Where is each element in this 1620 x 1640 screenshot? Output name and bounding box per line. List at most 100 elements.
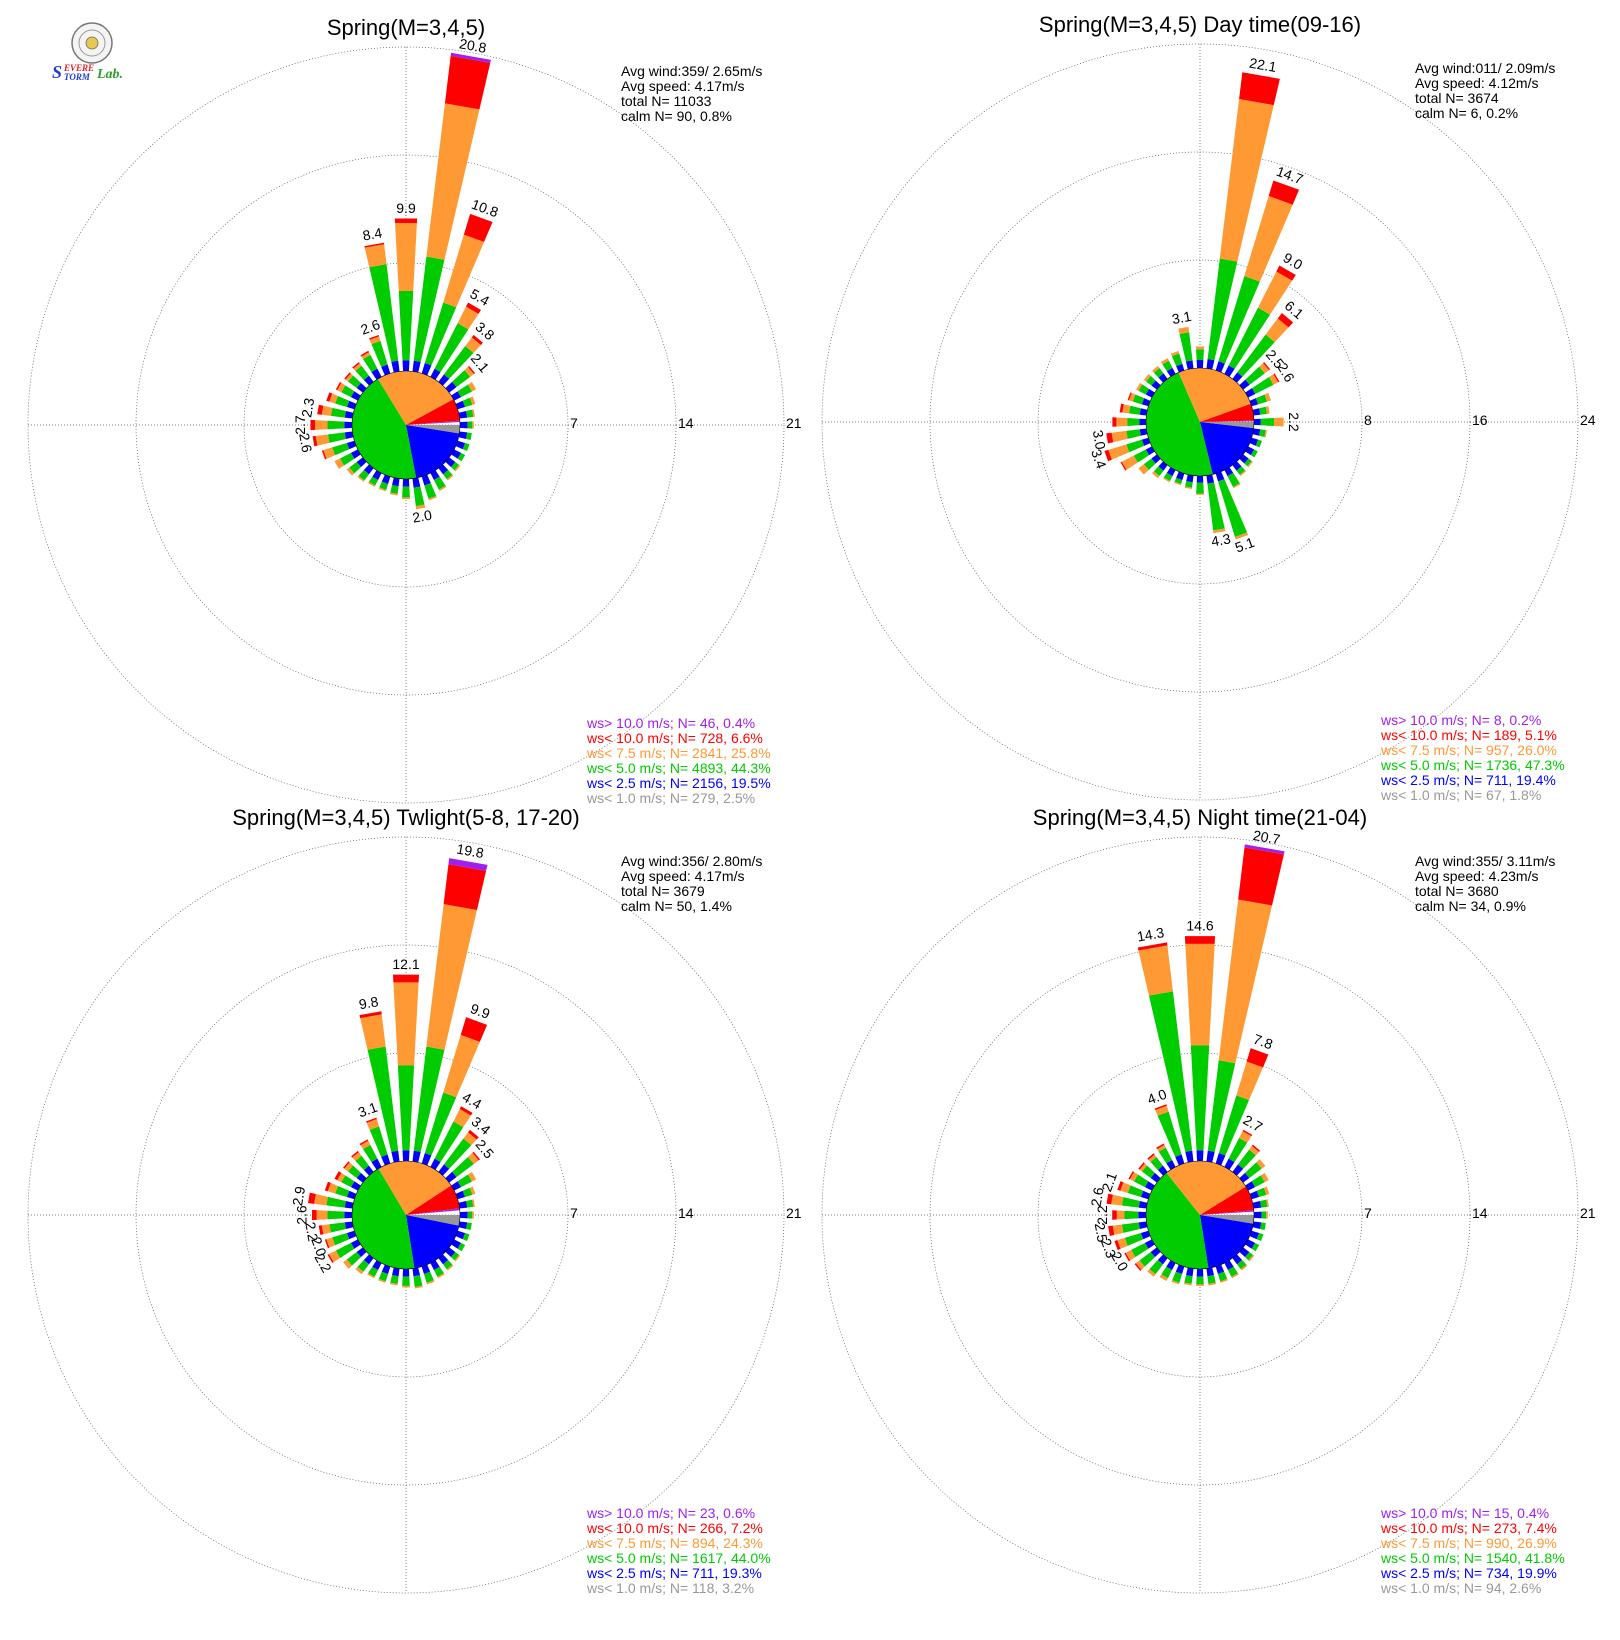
bar-segment [348,1165,361,1178]
bar-segment [412,477,421,488]
bar-segment [356,382,367,393]
bar-value-label: 2.6 [1088,1186,1107,1208]
bar-segment [1196,359,1204,369]
bar-segment [351,1150,359,1158]
bar-segment [468,382,477,392]
bar-segment [1252,1221,1262,1229]
ring-tick-label: 21 [786,1205,802,1221]
stats-line: Avg speed: 4.12m/s [1415,75,1538,91]
bar-segment [1251,1144,1261,1152]
bar-value-label: 19.8 [455,841,485,862]
bar-segment [438,464,449,475]
pie-slice [1200,1186,1254,1215]
bar-segment [1131,1242,1149,1258]
bar-segment [344,431,354,439]
bar-segment [1143,374,1151,382]
legend-entry: ws< 5.0 m/s; N= 1540, 41.8% [1380,1550,1565,1566]
bar-segment [393,982,419,1066]
bar-segment [366,1117,377,1123]
bar-segment [1140,1230,1151,1240]
bar-segment [358,470,369,481]
bar-segment [353,363,362,371]
bar-segment [1227,472,1240,488]
bar-segment [1126,439,1145,453]
bar-segment [1252,428,1261,436]
bar-segment [361,352,371,360]
bar-value-label: 3.0 [1090,429,1109,451]
bar-segment [445,457,456,468]
bar-segment [1154,1104,1167,1110]
legend-entry: ws< 5.0 m/s; N= 4893, 44.3% [586,760,771,776]
legend-entry: ws< 1.0 m/s; N= 118, 3.2% [586,1580,754,1596]
bar-segment [1185,1150,1194,1163]
stats-line: total N= 3679 [621,883,705,899]
bar-segment [1249,398,1259,407]
bar-segment [381,474,391,485]
bar-segment [341,385,355,398]
logo-text-evere: EVERE [63,63,94,73]
pie-outline [351,370,461,480]
bar-segment [1261,1211,1267,1219]
legend-entry: ws> 10.0 m/s; N= 23, 0.6% [586,1505,755,1521]
bar-segment [1133,1174,1149,1188]
bar-segment [332,1232,350,1246]
bar-segment [346,1252,361,1266]
bar-value-label: 2.2 [302,1221,321,1243]
bar-segment [446,474,454,481]
bar-segment [1119,403,1124,413]
bar-segment [344,1201,354,1209]
bar-segment [1253,1211,1262,1219]
bar-segment [1195,346,1205,350]
bar-segment [466,409,474,418]
bar-segment [433,476,446,490]
bar-segment [1273,373,1280,383]
legend-entry: ws< 1.0 m/s; N= 94, 2.6% [1380,1580,1541,1596]
bar-segment [317,404,324,415]
stats-line: Avg speed: 4.17m/s [621,78,744,94]
bar-segment [1249,437,1259,446]
bar-segment [1186,474,1194,483]
bar-segment [1215,1152,1226,1166]
pie-slice [406,1215,459,1269]
pie-slice [406,420,460,425]
bar-segment [457,1174,473,1188]
bar-segment [349,462,361,474]
bar-segment [314,1194,328,1206]
bar-segment [1146,375,1156,386]
bar-segment [412,1267,420,1277]
bar-segment [345,373,354,382]
bar-segment [455,1230,466,1240]
bar-segment [1236,466,1246,475]
bar-segment [451,1239,462,1249]
bar-segment [1185,943,1215,1046]
bar-segment [1179,332,1193,362]
bar-segment [363,1254,374,1265]
bar-segment [1112,1224,1124,1235]
bar-segment [1263,362,1271,371]
bar-segment [312,435,318,447]
bar-segment [346,467,355,476]
panel-title: Spring(M=3,4,5) [327,15,485,40]
bar-segment [378,1278,386,1283]
bar-segment [372,1260,382,1271]
bar-segment [369,336,381,345]
bar-segment [1227,1266,1238,1277]
bar-value-label: 14.3 [1136,924,1166,945]
bar-segment [1147,1153,1155,1160]
legend-entry: ws< 7.5 m/s; N= 894, 24.3% [586,1535,763,1551]
bar-segment [469,1186,476,1195]
bar-segment [430,1158,441,1170]
pie-slice [1200,422,1254,429]
ring-tick-label: 14 [1472,1205,1488,1221]
bar-segment [392,974,420,983]
bar-segment [1196,475,1204,483]
bar-segment [468,1172,477,1182]
bar-segment [1129,1172,1138,1182]
bar-segment [438,374,450,386]
bar-segment [1166,367,1176,377]
bar-value-label: 2.2 [1286,412,1302,432]
legend-entry: ws< 1.0 m/s; N= 279, 2.5% [586,790,755,806]
bar-segment [1121,1222,1140,1233]
bar-segment [350,449,361,459]
bar-segment [391,360,400,373]
